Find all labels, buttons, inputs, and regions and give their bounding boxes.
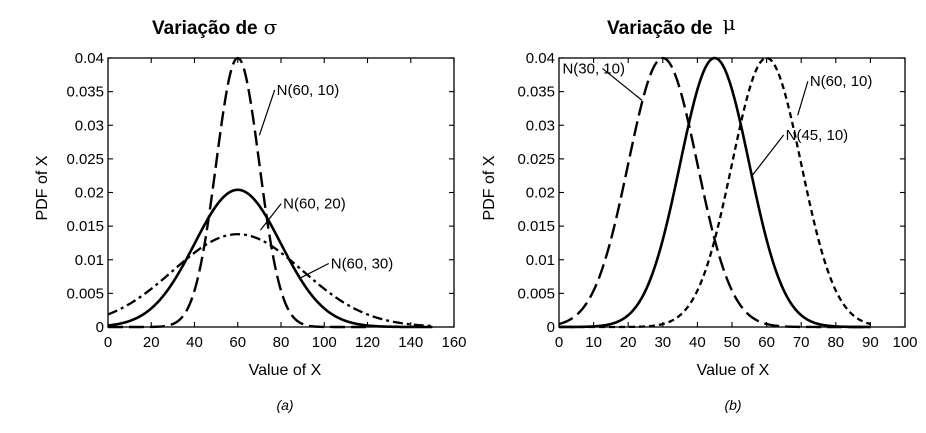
plot-frame: [558, 57, 906, 328]
panel-label: (a): [276, 397, 293, 413]
axis-tick-labels: 0 10 20 30 40 50 60 70 80 90 100 0 0.005 0.01 0.015 0.0…: [517, 50, 917, 351]
x-tick-label: 40: [689, 334, 706, 351]
x-axis-label: Value of X: [249, 362, 322, 379]
x-tick-label: 60: [229, 334, 246, 351]
series-leader-line: [259, 203, 282, 231]
x-tick-label: 100: [892, 334, 917, 351]
x-tick-label: 60: [758, 334, 775, 351]
x-tick-label: 30: [654, 334, 671, 351]
x-tick-label: 20: [620, 334, 637, 351]
x-tick-label: 80: [273, 334, 290, 351]
series-curve-0: [558, 56, 871, 329]
x-tick-label: 90: [862, 334, 879, 351]
y-tick-label: 0.02: [526, 185, 555, 202]
curves: [107, 56, 433, 329]
series-curve-0: [107, 56, 368, 329]
series-curve-2: [559, 56, 871, 329]
chart-title: Variação de μ: [607, 11, 736, 39]
x-tick-label: 120: [355, 334, 380, 351]
x-tick-label: 140: [398, 334, 423, 351]
y-tick-label: 0.015: [66, 218, 104, 235]
series-leader-line: [797, 81, 809, 116]
series-curve-2: [107, 233, 433, 328]
x-axis-label: Value of X: [697, 362, 770, 379]
y-axis-label: PDF of X: [481, 155, 498, 220]
y-tick-label: 0.03: [526, 117, 555, 134]
title-symbol: σ: [264, 15, 278, 39]
y-tick-label: 0.025: [66, 151, 104, 168]
chart-title: Variação de σ: [152, 15, 278, 39]
y-tick-label: 0.005: [66, 285, 104, 302]
curves: [558, 56, 871, 329]
chart-panel-mu: Variação de μ PDF of X Value of X (b) 0 10…: [481, 11, 918, 413]
x-tick-label: 20: [143, 334, 160, 351]
series-labels: N(60, 10) N(60, 20) N(60, 30): [258, 82, 394, 279]
y-tick-label: 0: [96, 319, 104, 336]
title-symbol: μ: [723, 11, 736, 35]
y-tick-label: 0.04: [526, 50, 555, 67]
series-leader-line: [300, 262, 330, 279]
x-tick-label: 40: [186, 334, 203, 351]
x-tick-label: 100: [312, 334, 337, 351]
y-axis-label: PDF of X: [34, 155, 51, 220]
x-tick-label: 0: [104, 334, 112, 351]
y-tick-label: 0.035: [66, 84, 104, 101]
y-tick-label: 0.04: [75, 50, 104, 67]
y-tick-label: 0.01: [526, 252, 555, 269]
y-tick-label: 0.015: [517, 218, 555, 235]
series-leader-line: [258, 89, 276, 136]
series-label: N(30, 10): [562, 60, 625, 77]
series-leader-line: [750, 134, 785, 178]
x-tick-label: 80: [827, 334, 844, 351]
series-curve-1: [559, 56, 871, 329]
x-tick-label: 10: [585, 334, 602, 351]
y-tick-label: 0.03: [75, 117, 104, 134]
series-leader-line: [602, 68, 643, 101]
y-tick-label: 0.035: [517, 84, 555, 101]
series-label: N(60, 10): [810, 73, 873, 90]
series-curve-1: [107, 188, 433, 329]
y-tick-label: 0: [547, 319, 555, 336]
series-label: N(60, 20): [283, 196, 346, 213]
x-tick-label: 160: [441, 334, 466, 351]
series-labels: N(30, 10) N(45, 10) N(60, 10): [562, 60, 873, 178]
y-tick-label: 0.025: [517, 151, 555, 168]
x-tick-label: 50: [724, 334, 741, 351]
axis-tick-labels: 0 20 40 60 80 100 120 140 160 0 0.005 0.01 0.015 0.02…: [66, 50, 466, 351]
x-tick-label: 0: [555, 334, 563, 351]
y-tick-label: 0.01: [75, 252, 104, 269]
axis-ticks: [558, 57, 906, 328]
panel-label: (b): [724, 397, 741, 413]
x-tick-label: 70: [793, 334, 810, 351]
y-tick-label: 0.005: [517, 285, 555, 302]
y-tick-label: 0.02: [75, 185, 104, 202]
chart-panel-sigma: Variação de σ PDF of X Value of X (a) 0 20…: [34, 15, 467, 413]
series-label: N(60, 30): [331, 255, 394, 272]
series-label: N(60, 10): [277, 82, 340, 99]
series-label: N(45, 10): [786, 127, 849, 144]
